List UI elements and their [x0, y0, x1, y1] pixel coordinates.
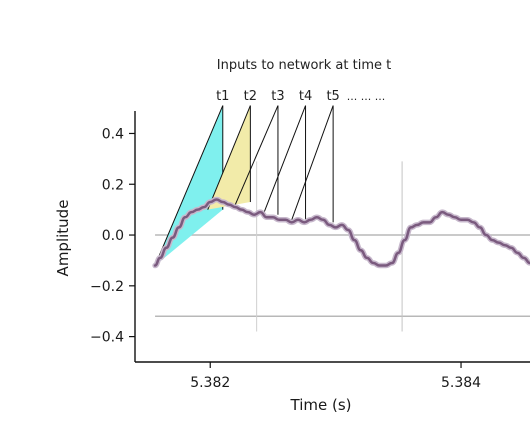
y-tick-label: −0.2	[90, 279, 124, 295]
y-tick-label: 0.0	[102, 228, 124, 244]
input-window-label: t5	[326, 89, 339, 104]
input-window-label: t2	[244, 89, 257, 104]
x-tick-label: 5.382	[190, 375, 230, 391]
y-tick-label: 0.4	[102, 126, 124, 142]
input-window-label: t1	[216, 89, 229, 104]
series-line	[153, 198, 530, 267]
x-tick-label: 5.384	[441, 375, 481, 391]
input-window-edge	[234, 105, 279, 205]
input-window-edge	[154, 105, 224, 266]
input-window-edge	[291, 105, 334, 220]
series-layer	[152, 196, 530, 269]
y-tick-label: −0.4	[90, 330, 124, 346]
annotation-continuation: ... ... ...	[347, 90, 385, 103]
input-window-label: t3	[271, 89, 284, 104]
input-window-edge	[207, 105, 251, 210]
x-axis-label: Time (s)	[290, 396, 352, 414]
y-axis-label: Amplitude	[54, 200, 72, 277]
input-window-label: t4	[299, 89, 312, 104]
y-tick-label: 0.2	[102, 177, 124, 193]
input-windows: t1 t2 t3 t4 t5	[154, 89, 340, 266]
axes: 0.4 0.2 0.0 −0.2 −0.4 5.382 5.384	[90, 111, 530, 391]
annotation-title: Inputs to network at time t	[217, 58, 391, 73]
input-window-edge	[263, 105, 307, 213]
reference-lines	[155, 161, 530, 332]
